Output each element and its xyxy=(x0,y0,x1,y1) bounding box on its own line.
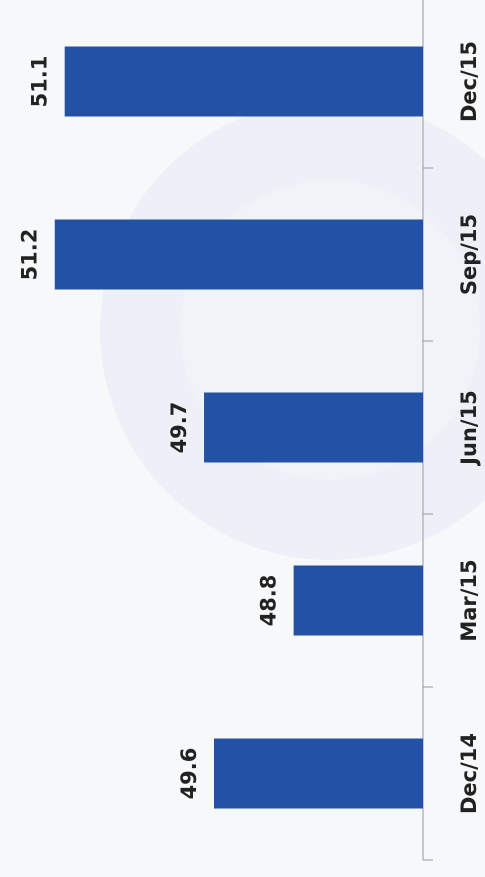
bar xyxy=(293,565,423,636)
category-label: Dec/15 xyxy=(457,41,481,122)
value-label: 48.8 xyxy=(257,575,281,627)
category-label: Dec/14 xyxy=(457,733,481,814)
bar xyxy=(213,738,423,809)
bar xyxy=(64,46,423,117)
bar xyxy=(204,392,423,463)
value-label: 51.2 xyxy=(18,229,42,281)
category-label: Sep/15 xyxy=(457,214,481,295)
bar xyxy=(54,219,423,290)
category-label: Jun/15 xyxy=(457,390,481,467)
value-label: 49.7 xyxy=(167,402,191,454)
category-label: Mar/15 xyxy=(457,559,481,641)
value-label: 49.6 xyxy=(177,748,201,800)
value-label: 51.1 xyxy=(28,56,52,108)
